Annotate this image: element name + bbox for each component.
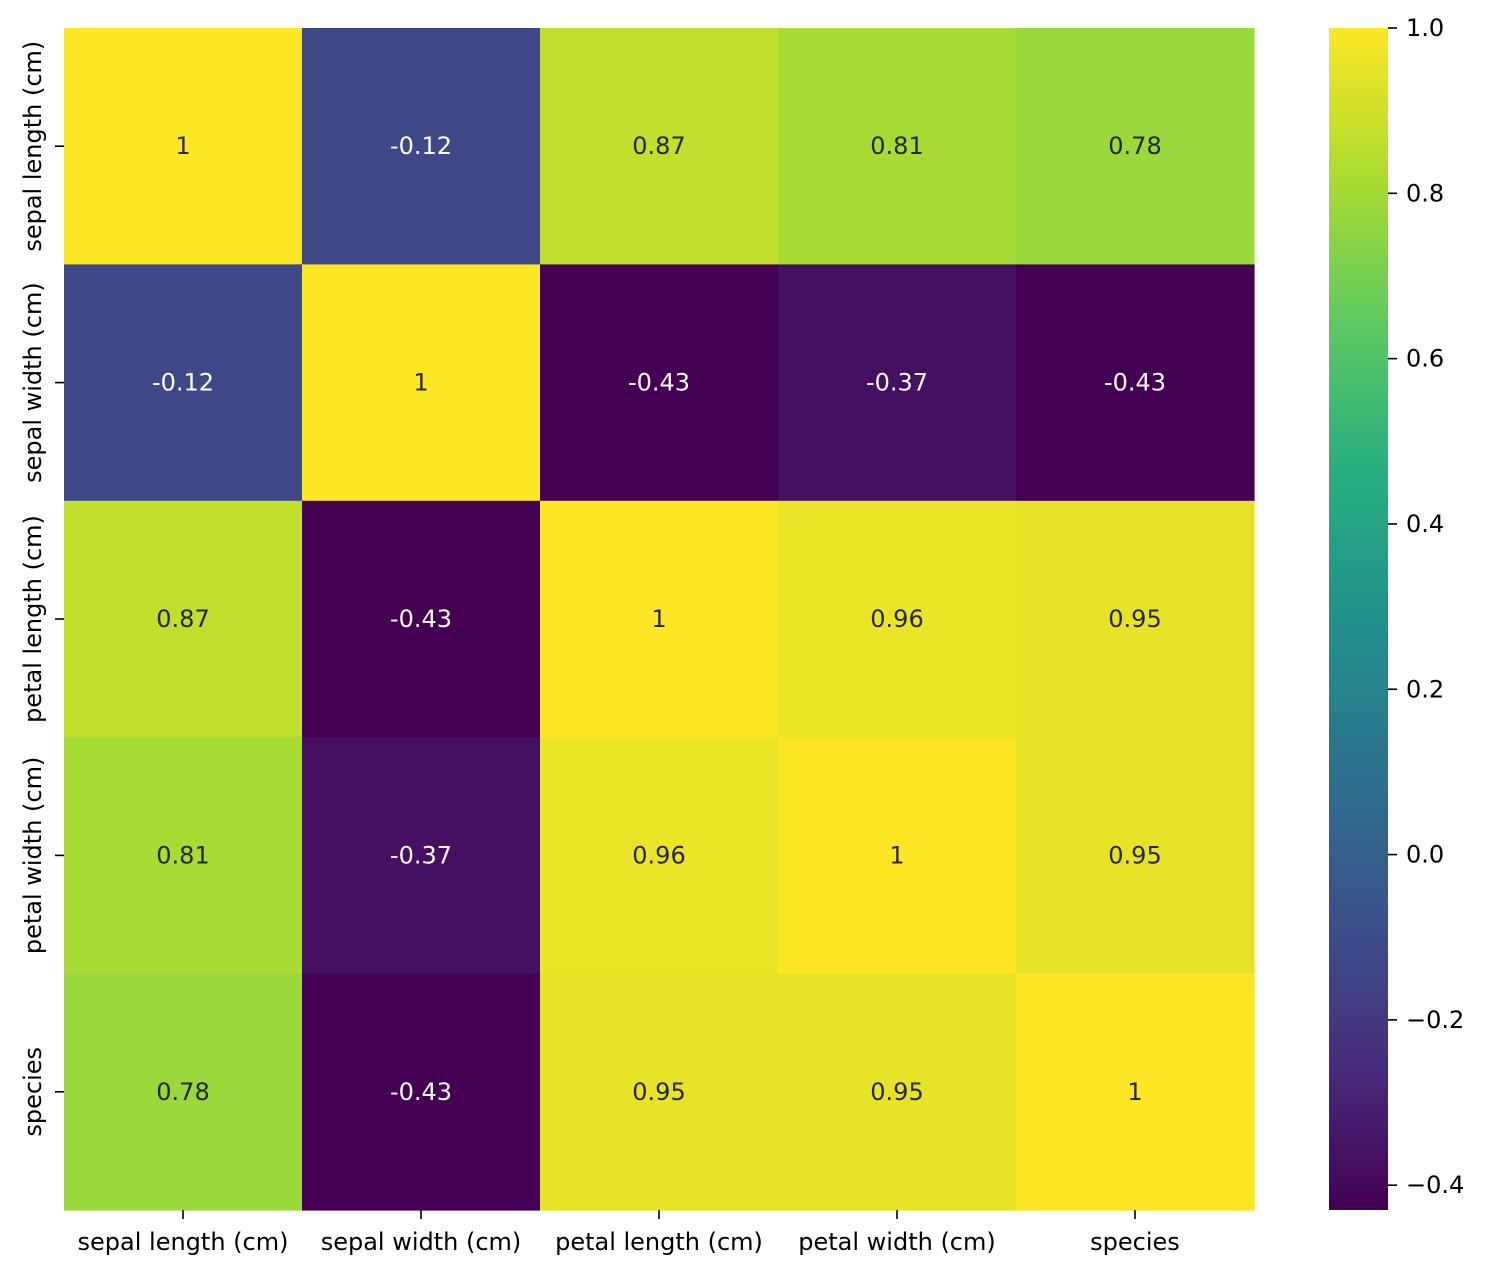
cell-annotation: 0.87 [632, 132, 685, 160]
cell-annotation: 1 [889, 841, 904, 869]
y-tick-label: petal width (cm) [19, 757, 47, 955]
cell-annotation: 0.95 [870, 1078, 923, 1106]
cell-annotations: 1 -0.12 0.87 0.81 0.78 -0.12 1 -0.43 -0.37 -0.43 0… [152, 132, 1166, 1106]
cell-annotation: -0.37 [390, 841, 452, 869]
colorbar-tick-label: 0.2 [1406, 675, 1444, 703]
heatmap-cell [302, 264, 541, 502]
cell-annotation: 0.95 [1108, 841, 1161, 869]
heatmap-cell [1016, 737, 1255, 975]
cell-annotation: 0.78 [156, 1078, 209, 1106]
x-tick-label: sepal length (cm) [78, 1228, 289, 1256]
x-tick-label: petal width (cm) [798, 1228, 996, 1256]
heatmap-cell [64, 264, 303, 502]
y-tick-label: species [19, 1047, 47, 1137]
cell-annotation: -0.43 [390, 1078, 452, 1106]
heatmap-cell [540, 973, 779, 1211]
colorbar-gradient [1329, 28, 1388, 1210]
cell-annotation: 0.96 [632, 841, 685, 869]
colorbar-tick-label: 1.0 [1406, 14, 1444, 42]
colorbar-tick-label: 0.0 [1406, 841, 1444, 869]
cell-annotation: 1 [175, 132, 190, 160]
heatmap-cell [302, 500, 541, 738]
heatmap-cell [540, 500, 779, 738]
heatmap-cell [64, 973, 303, 1211]
colorbar-tick-label: 0.6 [1406, 345, 1444, 373]
heatmap-cell [302, 973, 541, 1211]
x-tick-label: petal length (cm) [555, 1228, 763, 1256]
colorbar-ticks: −0.4 −0.2 0.0 0.2 0.4 0.6 0.8 1.0 [1388, 14, 1464, 1199]
heatmap-cell [778, 28, 1017, 265]
heatmap-cell [1016, 973, 1255, 1211]
heatmap-cell [302, 28, 541, 265]
heatmap-cell [540, 737, 779, 975]
y-tick-label: sepal length (cm) [19, 41, 47, 252]
heatmap-cell [1016, 264, 1255, 502]
cell-annotation: -0.43 [1104, 369, 1166, 397]
colorbar [1329, 28, 1388, 1210]
x-axis: sepal length (cm) sepal width (cm) petal l… [78, 1210, 1180, 1256]
y-axis: sepal length (cm) sepal width (cm) petal l… [19, 41, 64, 1137]
cell-annotation: -0.37 [866, 369, 928, 397]
x-tick-label: species [1090, 1228, 1180, 1256]
heatmap-cell [64, 28, 303, 265]
cell-annotation: 0.96 [870, 605, 923, 633]
cell-annotation: 0.81 [870, 132, 923, 160]
cell-annotation: 0.95 [632, 1078, 685, 1106]
cell-annotation: -0.43 [628, 369, 690, 397]
cell-annotation: -0.12 [390, 132, 452, 160]
heatmap-cell [540, 264, 779, 502]
x-tick-label: sepal width (cm) [321, 1228, 522, 1256]
heatmap-cell [64, 737, 303, 975]
heatmap-cell [1016, 28, 1255, 265]
cell-annotation: 0.81 [156, 841, 209, 869]
colorbar-tick-label: −0.4 [1406, 1171, 1464, 1199]
heatmap-cell [302, 737, 541, 975]
heatmap-cell [778, 737, 1017, 975]
cell-annotation: -0.12 [152, 369, 214, 397]
colorbar-tick-label: −0.2 [1406, 1006, 1464, 1034]
cell-annotation: 1 [413, 369, 428, 397]
cell-annotation: 0.87 [156, 605, 209, 633]
cell-annotation: 0.78 [1108, 132, 1161, 160]
colorbar-tick-label: 0.8 [1406, 179, 1444, 207]
heatmap-cell [778, 264, 1017, 502]
heatmap-cell [540, 28, 779, 265]
colorbar-tick-label: 0.4 [1406, 510, 1444, 538]
heatmap-cell [778, 500, 1017, 738]
cell-annotation: 0.95 [1108, 605, 1161, 633]
y-tick-label: sepal width (cm) [19, 282, 47, 483]
cell-annotation: 1 [651, 605, 666, 633]
heatmap-cell [1016, 500, 1255, 738]
heatmap-cell [778, 973, 1017, 1211]
heatmap-grid [64, 28, 1255, 1211]
cell-annotation: 1 [1127, 1078, 1142, 1106]
heatmap-cell [64, 500, 303, 738]
cell-annotation: -0.43 [390, 605, 452, 633]
y-tick-label: petal length (cm) [19, 515, 47, 723]
